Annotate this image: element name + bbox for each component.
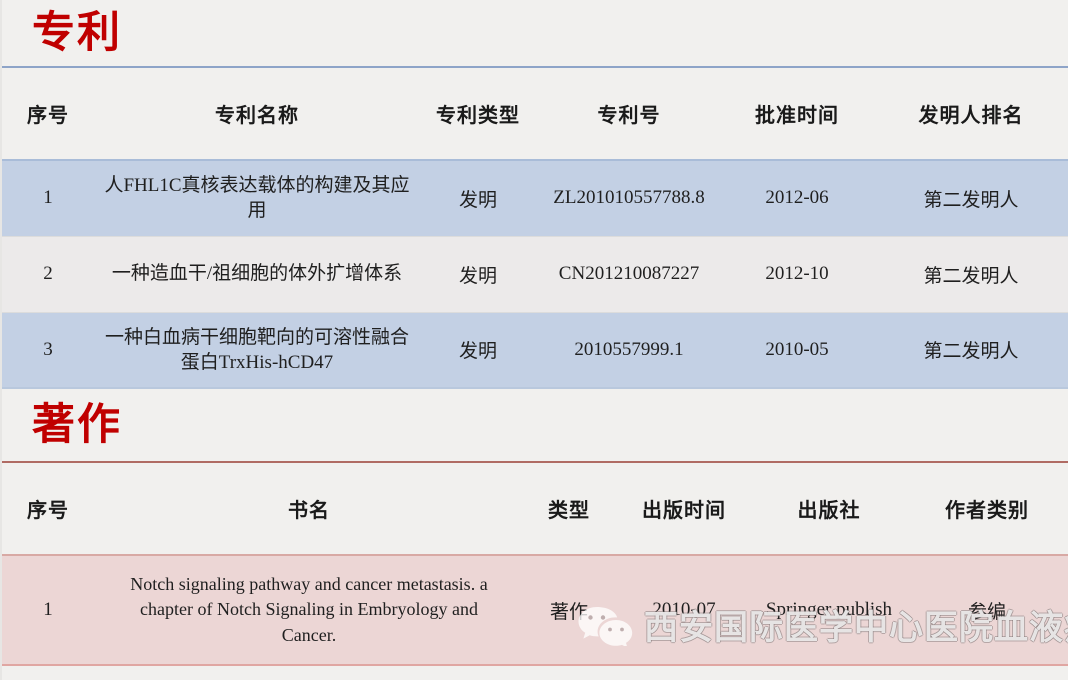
patent-cell-date: 2010-05 <box>765 338 829 360</box>
book-table: 序号 书名 类型 出版时间 出版社 作者类别 1 Notch signaling… <box>2 463 1068 666</box>
patent-cell-name: 一种造血干/祖细胞的体外扩增体系 <box>111 263 403 285</box>
patent-table: 序号 专利名称 专利类型 专利号 批准时间 发明人排名 1 人FHL1C真核表达… <box>2 68 1068 389</box>
patent-cell-rank: 第二发明人 <box>923 341 1019 363</box>
book-cell-no: 1 <box>43 599 53 620</box>
book-cell-publisher: Springer publish <box>765 599 893 620</box>
patent-cell-type: 发明 <box>458 341 497 363</box>
patent-cell-date: 2012-06 <box>765 187 829 209</box>
book-col-name: 书名 <box>288 498 330 522</box>
book-table-header-row: 序号 书名 类型 出版时间 出版社 作者类别 <box>2 463 1068 555</box>
book-col-type: 类型 <box>548 498 590 522</box>
table-row: 3 一种白血病干细胞靶向的可溶性融合蛋白TrxHis-hCD47 发明 2010… <box>2 312 1068 388</box>
patent-cell-no: 1 <box>43 187 53 209</box>
book-cell-name: Notch signaling pathway and cancer metas… <box>130 573 488 645</box>
patent-col-name: 专利名称 <box>215 103 299 127</box>
patent-cell-date: 2012-10 <box>765 263 829 284</box>
patent-cell-rank: 第二发明人 <box>923 265 1019 287</box>
patent-cell-number: ZL201010557788.8 <box>553 187 705 209</box>
patent-col-date: 批准时间 <box>755 103 839 127</box>
book-section-heading: 著作 <box>2 389 1068 463</box>
patent-cell-no: 3 <box>43 338 53 360</box>
patent-cell-number: 2010557999.1 <box>574 338 684 360</box>
patent-cell-number: CN201210087227 <box>558 263 700 284</box>
patent-cell-name: 一种白血病干细胞靶向的可溶性融合蛋白TrxHis-hCD47 <box>104 326 409 373</box>
patent-cell-no: 2 <box>43 263 53 284</box>
book-cell-author-category: 参编 <box>967 601 1006 623</box>
table-row: 1 人FHL1C真核表达载体的构建及其应用 发明 ZL201010557788.… <box>2 160 1068 236</box>
book-cell-type: 著作 <box>549 601 588 623</box>
patent-col-number: 专利号 <box>597 103 661 127</box>
patent-cell-name: 人FHL1C真核表达载体的构建及其应用 <box>104 175 410 222</box>
patent-cell-type: 发明 <box>458 265 497 287</box>
patent-cell-rank: 第二发明人 <box>923 189 1019 211</box>
table-row: 2 一种造血干/祖细胞的体外扩增体系 发明 CN201210087227 201… <box>2 236 1068 312</box>
patent-table-header-row: 序号 专利名称 专利类型 专利号 批准时间 发明人排名 <box>2 68 1068 160</box>
table-row: 1 Notch signaling pathway and cancer met… <box>2 555 1068 665</box>
book-cell-date: 2010-07 <box>652 599 716 620</box>
patent-col-no: 序号 <box>27 103 69 127</box>
patent-col-type: 专利类型 <box>436 103 520 127</box>
patent-col-rank: 发明人排名 <box>918 103 1024 127</box>
patent-cell-type: 发明 <box>458 189 497 211</box>
book-col-author-category: 作者类别 <box>945 498 1029 522</box>
book-col-publisher: 出版社 <box>797 498 861 522</box>
book-col-date: 出版时间 <box>642 498 726 522</box>
book-col-no: 序号 <box>27 498 69 522</box>
patent-section-heading: 专利 <box>2 0 1068 68</box>
book-section-title: 著作 <box>32 399 122 450</box>
patent-section-title: 专利 <box>32 7 122 58</box>
